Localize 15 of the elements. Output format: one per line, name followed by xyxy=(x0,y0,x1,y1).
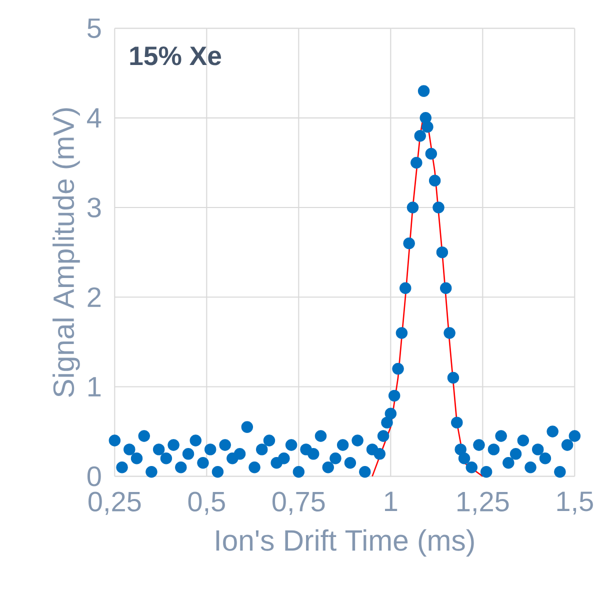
x-tick-label: 0,25 xyxy=(88,492,141,515)
y-tick-label: 4 xyxy=(87,108,102,128)
y-tick-label: 5 xyxy=(88,18,101,38)
x-tick-label: 1,5 xyxy=(557,492,593,515)
x-tick-label: 0,5 xyxy=(188,492,225,515)
y-tick-label: 0 xyxy=(87,466,101,486)
y-tick-label: 1 xyxy=(88,377,101,396)
y-axis-title: Signal Amplitude (mV) xyxy=(52,108,80,397)
x-tick-label: 0,75 xyxy=(272,492,325,515)
annotation: 15% Xe xyxy=(130,46,222,66)
x-axis-title: Ion's Drift Time (ms) xyxy=(216,529,474,557)
y-tick-label: 2 xyxy=(88,287,101,307)
x-tick-label: 1,25 xyxy=(458,492,509,515)
y-tick-label: 3 xyxy=(87,198,101,218)
x-tick-label: 1 xyxy=(385,492,398,511)
